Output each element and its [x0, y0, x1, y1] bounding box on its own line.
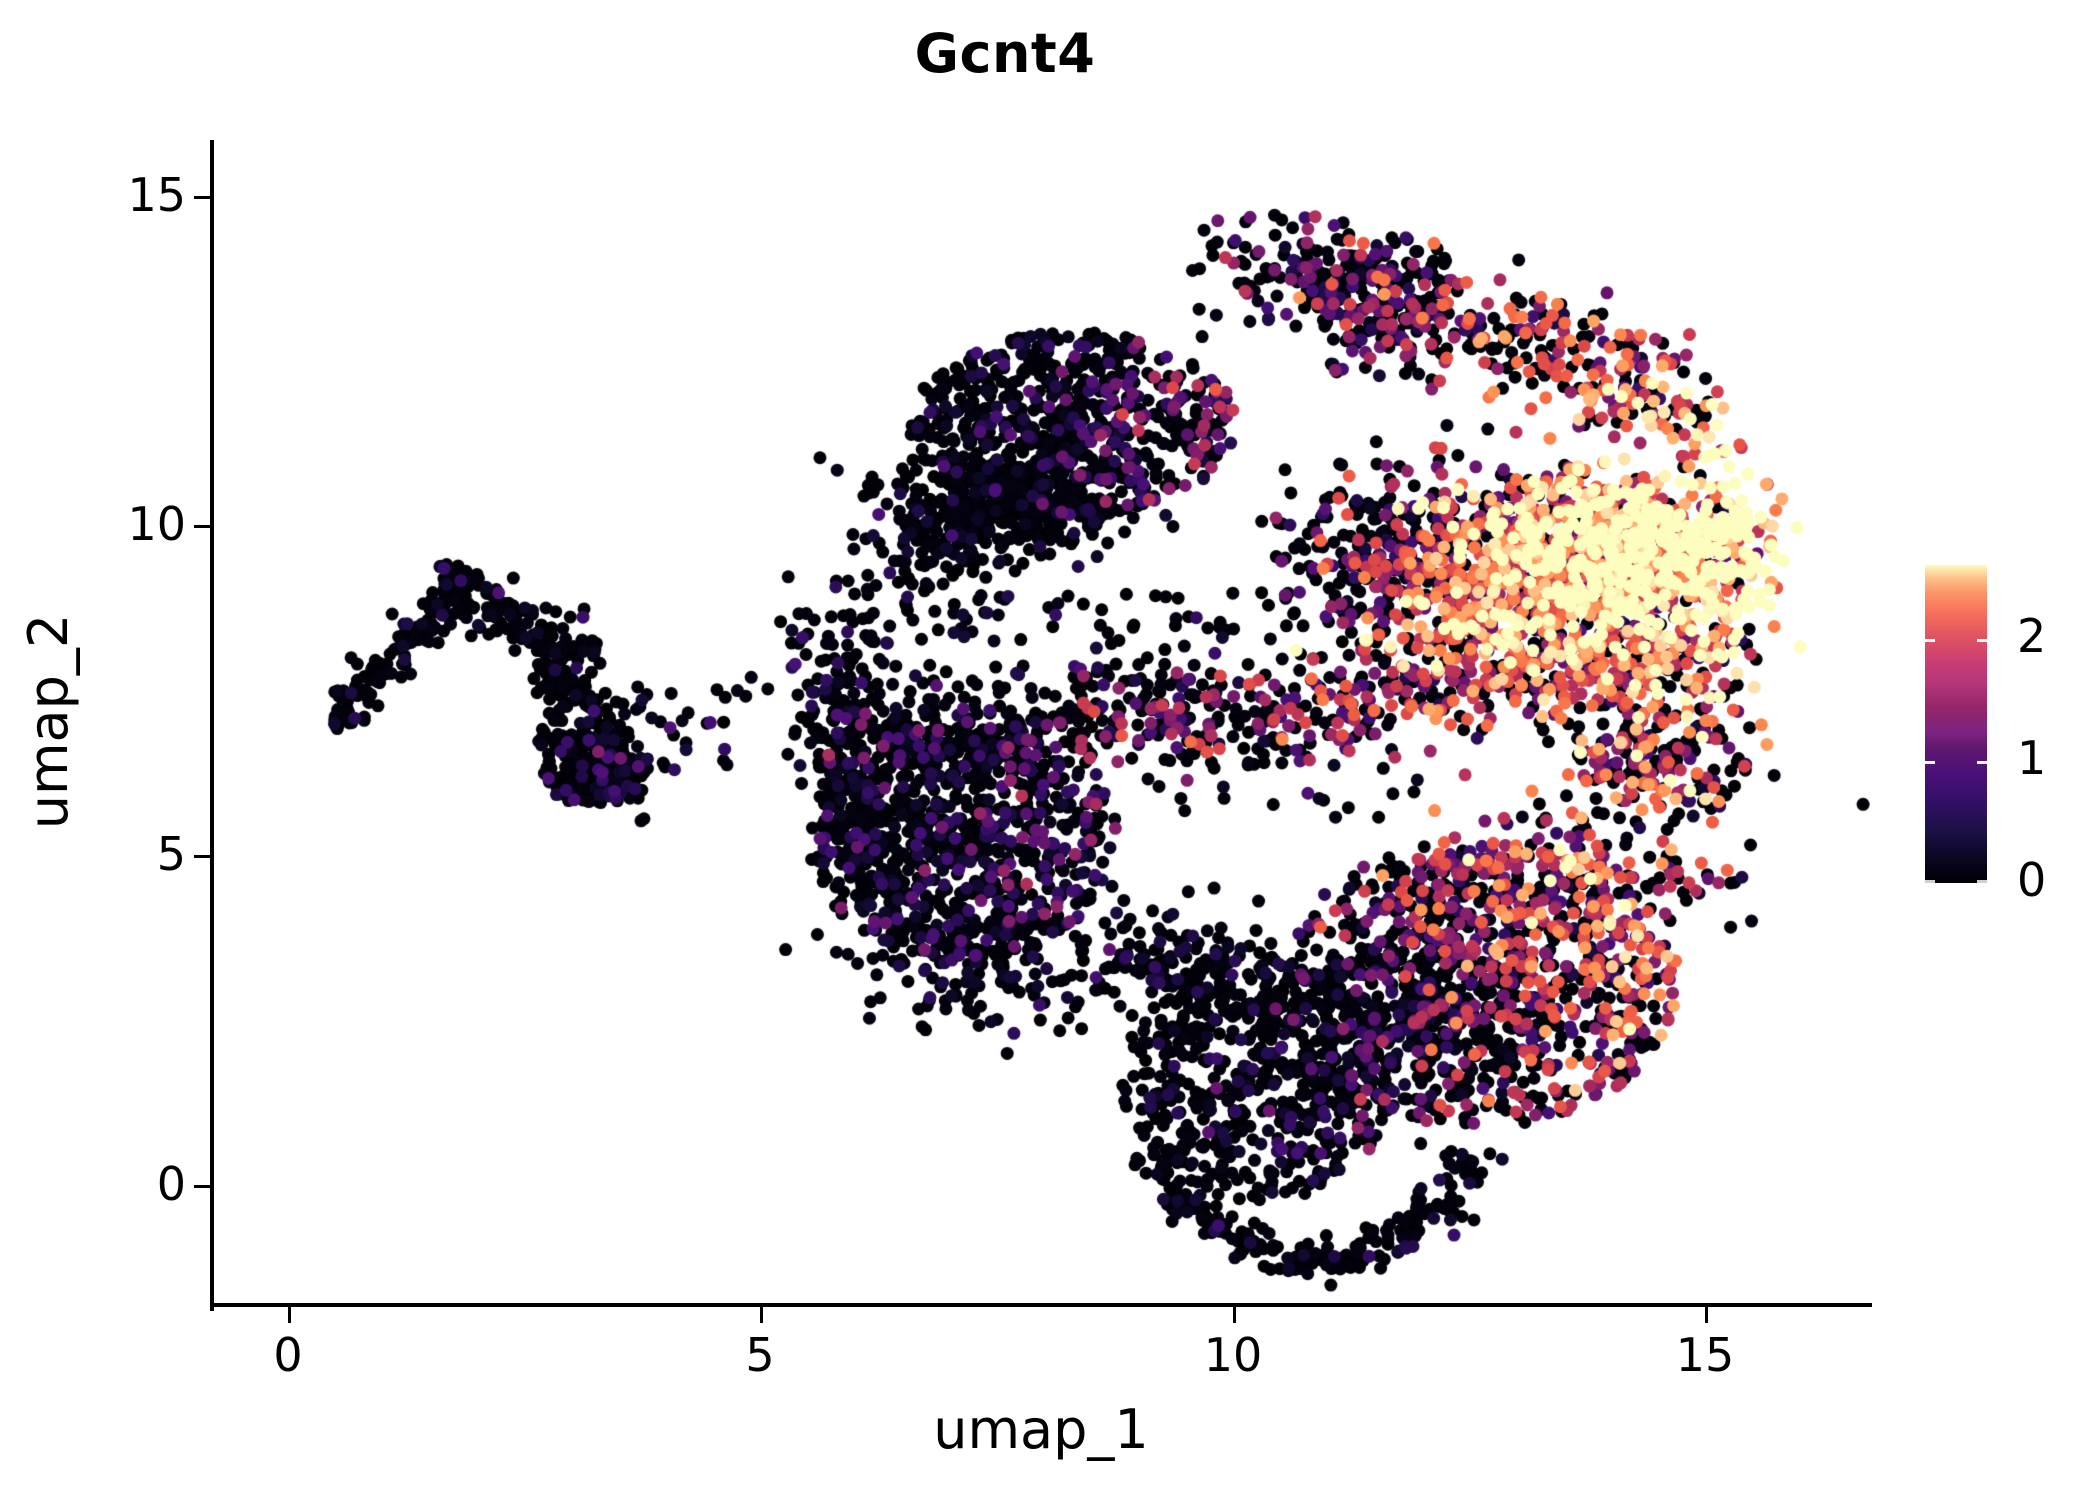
- y-tick-mark-10: [194, 525, 210, 528]
- y-tick-mark-15: [194, 196, 210, 199]
- y-tick-label-5: 5: [156, 827, 186, 881]
- y-axis-spine: [210, 140, 214, 1311]
- x-tick-label-10: 10: [1203, 1328, 1263, 1382]
- x-axis-spine: [210, 1303, 1872, 1307]
- x-tick-mark-0: [288, 1307, 291, 1323]
- x-tick-label-0: 0: [273, 1328, 303, 1382]
- colorbar-label-1: 1: [2017, 731, 2047, 785]
- colorbar-tick-1-right: [1977, 761, 1987, 764]
- colorbar-label-2: 2: [2017, 609, 2047, 663]
- x-axis-label: umap_1: [933, 1398, 1149, 1461]
- x-tick-label-5: 5: [745, 1328, 775, 1382]
- x-tick-mark-15: [1705, 1307, 1708, 1323]
- colorbar-tick-0-left: [1925, 880, 1935, 883]
- colorbar-label-0: 0: [2017, 853, 2047, 907]
- x-tick-label-15: 15: [1675, 1328, 1735, 1382]
- colorbar-tick-2-left: [1925, 639, 1935, 642]
- y-tick-label-10: 10: [127, 497, 186, 551]
- x-tick-mark-10: [1233, 1307, 1236, 1323]
- scatter-plot-canvas: [214, 140, 1870, 1303]
- y-tick-label-0: 0: [156, 1157, 186, 1211]
- colorbar-tick-2-right: [1977, 639, 1987, 642]
- y-tick-mark-0: [194, 1185, 210, 1188]
- colorbar-tick-0-right: [1977, 880, 1987, 883]
- page-title: Gcnt4: [914, 22, 1096, 85]
- y-axis-label: umap_2: [17, 613, 80, 830]
- colorbar-gradient: [1925, 565, 1987, 883]
- colorbar-tick-1-left: [1925, 761, 1935, 764]
- y-tick-label-15: 15: [127, 168, 186, 222]
- y-tick-mark-5: [194, 855, 210, 858]
- x-tick-mark-5: [760, 1307, 763, 1323]
